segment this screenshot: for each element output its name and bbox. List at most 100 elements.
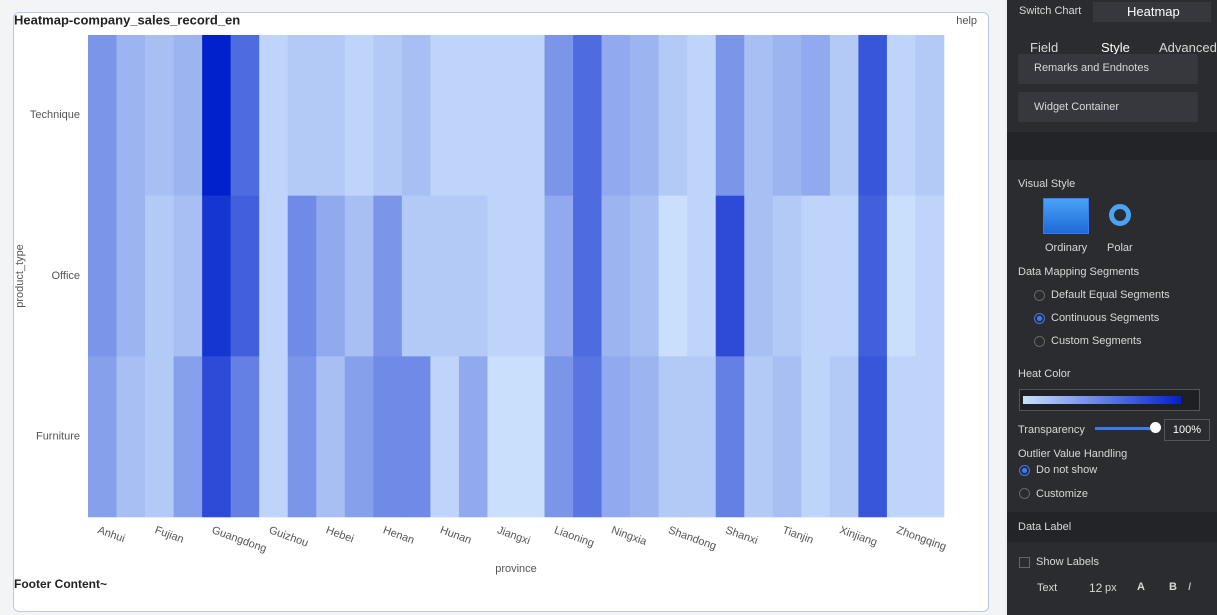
- settings-panel: Switch Chart Heatmap Field Style Advance…: [1007, 0, 1217, 615]
- canvas-area: Heatmap-company_sales_record_en help Foo…: [13, 12, 989, 612]
- heat-cell: [401, 195, 431, 357]
- heat-cell: [88, 195, 117, 357]
- section-header[interactable]: Data Label: [1007, 512, 1217, 542]
- radio[interactable]: [1019, 465, 1030, 476]
- x-tick-label: Ningxia: [610, 524, 649, 548]
- section[interactable]: Remarks and Endnotes: [1018, 54, 1198, 84]
- heat-cell: [772, 356, 802, 518]
- heat-cell: [458, 195, 488, 357]
- heat-cell: [116, 35, 146, 196]
- heat-cell: [886, 195, 916, 357]
- radio[interactable]: [1034, 336, 1045, 347]
- heat-cell: [230, 356, 260, 518]
- collapse-bar[interactable]: [1007, 132, 1217, 160]
- heat-cell: [801, 195, 831, 357]
- tab[interactable]: Field: [1030, 40, 1059, 55]
- style-option[interactable]: [1043, 198, 1089, 234]
- label: Show Labels: [1036, 556, 1099, 568]
- heat-cell: [259, 356, 289, 518]
- heat-cell: [88, 356, 117, 518]
- label: Custom Segments: [1051, 335, 1142, 347]
- label: Visual Style: [1018, 178, 1076, 190]
- heat-cell: [173, 35, 203, 196]
- label: px: [1105, 582, 1117, 594]
- footer: Footer Content~: [14, 577, 107, 591]
- heat-cell: [430, 195, 460, 357]
- slider[interactable]: [1095, 427, 1157, 430]
- heat-cell: [344, 356, 374, 518]
- heat-cell: [801, 35, 831, 196]
- heat-cell: [516, 195, 545, 357]
- slider-handle[interactable]: [1150, 422, 1161, 433]
- bold-button[interactable]: B: [1169, 581, 1177, 593]
- label: Do not show: [1036, 464, 1098, 476]
- heat-cell: [601, 35, 631, 196]
- checkbox[interactable]: [1019, 557, 1030, 568]
- x-axis-title: province: [495, 563, 537, 575]
- heat-cell: [915, 356, 945, 518]
- heat-cell: [858, 35, 888, 196]
- label: Continuous Segments: [1051, 312, 1160, 324]
- heat-cell: [544, 195, 574, 357]
- radio[interactable]: [1034, 313, 1045, 324]
- heat-cell: [687, 195, 717, 357]
- heat-cell: [287, 356, 317, 518]
- help-link[interactable]: help: [956, 15, 977, 27]
- label: Data Label: [1018, 521, 1072, 533]
- label: Transparency: [1018, 424, 1085, 436]
- heat-cell: [373, 35, 403, 196]
- heat-cell: [116, 195, 146, 357]
- radio[interactable]: [1034, 290, 1045, 301]
- heat-cell: [858, 195, 888, 357]
- heat-cell: [801, 356, 831, 518]
- tab[interactable]: Advanced: [1159, 40, 1217, 55]
- y-axis-title: product_type: [14, 244, 26, 308]
- heat-cell: [458, 35, 488, 196]
- section[interactable]: Widget Container: [1018, 92, 1198, 122]
- style-option[interactable]: [1109, 204, 1131, 226]
- heat-cell: [487, 356, 517, 518]
- label: Data Mapping Segments: [1018, 266, 1140, 278]
- x-tick-label: Guizhou: [267, 524, 310, 549]
- heat-cell: [744, 195, 774, 357]
- heat-cell: [145, 356, 174, 518]
- heat-cell: [573, 356, 602, 518]
- heat-cell: [687, 35, 717, 196]
- heat-cell: [858, 356, 888, 518]
- heat-cell: [829, 35, 859, 196]
- heat-cell: [202, 195, 231, 357]
- label: Default Equal Segments: [1051, 289, 1170, 301]
- heat-cell: [516, 35, 545, 196]
- heat-cell: [573, 35, 602, 196]
- heat-cell: [601, 195, 631, 357]
- heat-cell: [259, 195, 289, 357]
- input[interactable]: 12: [1089, 581, 1103, 595]
- radio[interactable]: [1019, 488, 1030, 499]
- italic-button[interactable]: I: [1188, 581, 1192, 593]
- font-color[interactable]: A: [1137, 581, 1145, 593]
- heat-cell: [886, 35, 916, 196]
- heat-cell: [630, 356, 659, 518]
- color-select[interactable]: [1019, 389, 1200, 411]
- section-title: Remarks and Endnotes: [1034, 62, 1149, 74]
- x-tick-label: Shandong: [667, 524, 718, 552]
- heat-cell: [658, 195, 688, 357]
- heat-cell: [744, 35, 774, 196]
- heat-cell: [715, 195, 745, 357]
- section-title: Widget Container: [1034, 101, 1119, 113]
- heat-cell: [344, 195, 374, 357]
- chart-type-select[interactable]: Heatmap: [1093, 2, 1211, 22]
- x-tick-label: Zhongqing: [895, 524, 948, 553]
- heat-cell: [601, 356, 631, 518]
- heat-cell: [487, 195, 517, 357]
- input[interactable]: 100%: [1164, 419, 1210, 441]
- label: Customize: [1036, 488, 1088, 500]
- label: Polar: [1107, 242, 1133, 254]
- label: Text: [1037, 582, 1058, 594]
- label: Heat Color: [1018, 368, 1071, 380]
- label: Ordinary: [1045, 242, 1088, 254]
- x-tick-label: Henan: [381, 524, 416, 546]
- heat-cell: [88, 35, 117, 196]
- heat-cell: [401, 356, 431, 518]
- y-tick-label: Office: [51, 270, 80, 282]
